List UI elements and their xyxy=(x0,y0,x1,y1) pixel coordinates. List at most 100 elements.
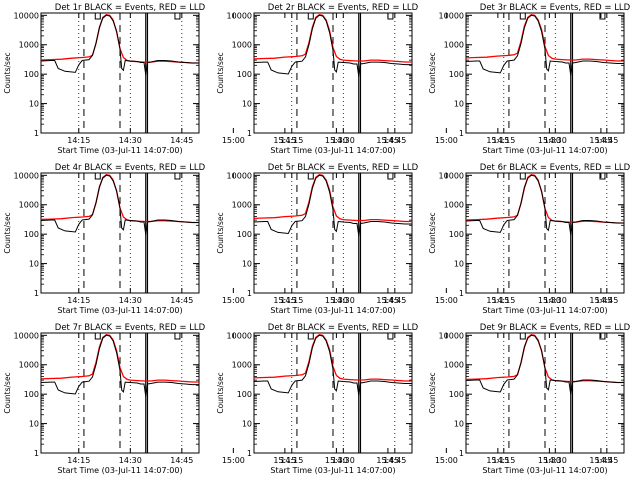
y-tick-label: 100 xyxy=(24,70,39,79)
x-axis-label: Start Time (03-Jul-11 14:07:00) xyxy=(270,306,395,315)
x-tick-label: 14:15 xyxy=(67,136,90,145)
x-tick-label: 15:45 xyxy=(376,456,399,465)
events-series-line xyxy=(466,174,624,236)
y-tick-label: 1000 xyxy=(232,361,252,370)
y-axis-label: Counts/sec xyxy=(216,372,225,413)
x-axis-label: Start Time (03-Jul-11 14:07:00) xyxy=(270,466,395,475)
x-tick-label: 14:15 xyxy=(67,296,90,305)
x-tick-label: 14:30 xyxy=(332,136,355,145)
y-tick-label: 10 xyxy=(29,260,39,269)
detector-panel-1: 1 10 100 1000 10000 14:15 14:30 14:45 15:00 15:15… xyxy=(3,3,399,155)
x-axis-label: Start Time (03-Jul-11 14:07:00) xyxy=(482,306,607,315)
x-tick-label: 14:30 xyxy=(332,296,355,305)
x-tick-label: 14:45 xyxy=(383,296,406,305)
y-axis-label: Counts/sec xyxy=(428,372,437,413)
x-tick-label: 15:00 xyxy=(222,456,245,465)
y-tick-label: 10 xyxy=(242,100,252,109)
x-axis-label: Start Time (03-Jul-11 14:07:00) xyxy=(270,146,395,155)
flag-marker-a xyxy=(307,173,314,180)
flag-marker-a xyxy=(94,333,101,340)
x-tick-label: 14:30 xyxy=(544,136,567,145)
y-tick-label: 1 xyxy=(459,289,464,298)
y-tick-label: 10000 xyxy=(439,171,464,180)
x-tick-label: 14:15 xyxy=(280,136,303,145)
y-tick-label: 10000 xyxy=(227,171,252,180)
x-tick-label: 15:30 xyxy=(538,296,561,305)
x-tick-label: 14:15 xyxy=(492,296,515,305)
x-tick-label: 15:15 xyxy=(273,296,296,305)
y-tick-label: 1000 xyxy=(19,361,39,370)
y-tick-label: 100 xyxy=(449,390,464,399)
y-tick-label: 100 xyxy=(237,70,252,79)
x-tick-label: 15:30 xyxy=(325,456,348,465)
y-tick-label: 100 xyxy=(449,70,464,79)
x-tick-label: 14:15 xyxy=(492,456,515,465)
y-tick-label: 100 xyxy=(24,390,39,399)
x-tick-label: 14:45 xyxy=(595,456,618,465)
y-tick-label: 10000 xyxy=(14,331,39,340)
x-tick-label: 15:45 xyxy=(589,456,612,465)
flag-marker-b xyxy=(387,333,394,340)
y-tick-label: 1 xyxy=(247,449,252,458)
y-tick-label: 1000 xyxy=(232,201,252,210)
detector-panel-7: 1 10 100 1000 10000 14:15 14:30 14:45 15:00 15:15… xyxy=(3,323,399,475)
y-tick-label: 1 xyxy=(34,449,39,458)
flag-marker-a xyxy=(307,13,314,20)
panel-title: Det 9r BLACK = Events, RED = LLD xyxy=(480,323,631,333)
flag-marker-b xyxy=(174,333,181,340)
x-axis-label: Start Time (03-Jul-11 14:07:00) xyxy=(57,466,182,475)
x-axis-label: Start Time (03-Jul-11 14:07:00) xyxy=(57,306,182,315)
y-tick-label: 10 xyxy=(454,100,464,109)
flag-marker-b xyxy=(174,173,181,180)
panel-title: Det 6r BLACK = Events, RED = LLD xyxy=(480,163,631,173)
y-axis-label: Counts/sec xyxy=(216,212,225,253)
y-tick-label: 1000 xyxy=(444,41,464,50)
detector-panel-5: 1 10 100 1000 10000 14:15 14:30 14:45 15:00 15:15… xyxy=(216,163,612,315)
detector-panel-4: 1 10 100 1000 10000 14:15 14:30 14:45 15:00 15:15… xyxy=(3,163,399,315)
y-tick-label: 10 xyxy=(29,420,39,429)
x-tick-label: 14:30 xyxy=(119,136,142,145)
x-tick-label: 14:45 xyxy=(595,296,618,305)
x-tick-label: 15:00 xyxy=(435,456,458,465)
y-tick-label: 1000 xyxy=(19,201,39,210)
events-series-line xyxy=(41,14,199,76)
x-tick-label: 15:30 xyxy=(538,136,561,145)
y-tick-label: 10 xyxy=(454,260,464,269)
y-tick-label: 10000 xyxy=(14,171,39,180)
x-tick-label: 14:45 xyxy=(170,456,193,465)
detector-panel-2: 1 10 100 1000 10000 14:15 14:30 14:45 15:00 15:15… xyxy=(216,3,612,155)
y-axis-label: Counts/sec xyxy=(428,212,437,253)
panel-title: Det 8r BLACK = Events, RED = LLD xyxy=(268,323,419,333)
events-series-line xyxy=(466,14,624,76)
y-tick-label: 1000 xyxy=(232,41,252,50)
events-series-line xyxy=(41,334,199,397)
y-axis-label: Counts/sec xyxy=(216,52,225,93)
y-tick-label: 100 xyxy=(24,230,39,239)
flag-marker-b xyxy=(387,173,394,180)
x-tick-label: 14:45 xyxy=(383,136,406,145)
flag-marker-b xyxy=(174,13,181,20)
x-tick-label: 15:30 xyxy=(325,296,348,305)
x-tick-label: 14:15 xyxy=(67,456,90,465)
x-tick-label: 15:15 xyxy=(486,296,509,305)
y-tick-label: 10 xyxy=(242,420,252,429)
events-series-line xyxy=(254,14,412,77)
y-tick-label: 1 xyxy=(34,289,39,298)
events-series-line xyxy=(466,334,624,395)
y-tick-label: 10000 xyxy=(227,331,252,340)
y-tick-label: 1000 xyxy=(444,201,464,210)
y-tick-label: 1000 xyxy=(19,41,39,50)
events-series-line xyxy=(254,174,412,237)
x-tick-label: 15:00 xyxy=(435,136,458,145)
events-series-line xyxy=(254,334,412,396)
y-tick-label: 1 xyxy=(34,129,39,138)
y-tick-label: 100 xyxy=(449,230,464,239)
x-tick-label: 15:15 xyxy=(273,136,296,145)
x-tick-label: 15:15 xyxy=(273,456,296,465)
y-tick-label: 100 xyxy=(237,390,252,399)
detector-panel-9: 1 10 100 1000 10000 14:15 14:30 14:45 15:00 15:15… xyxy=(428,323,631,475)
flag-marker-b xyxy=(599,13,606,20)
x-tick-label: 15:45 xyxy=(589,136,612,145)
x-tick-label: 15:00 xyxy=(435,296,458,305)
x-tick-label: 15:45 xyxy=(376,136,399,145)
